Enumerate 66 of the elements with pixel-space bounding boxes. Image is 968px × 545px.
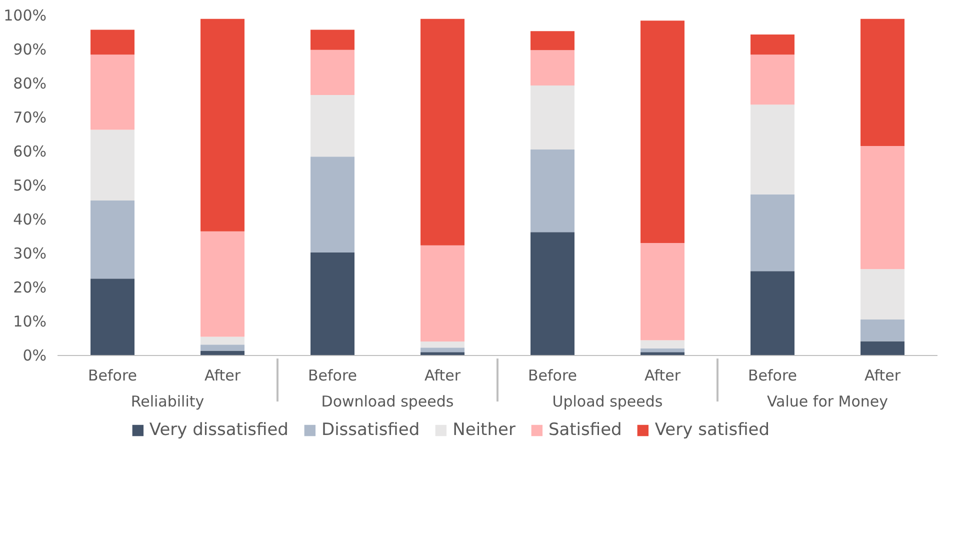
legend-label: Satisfied: [548, 420, 622, 440]
y-tick-label: 70%: [13, 108, 47, 126]
y-tick-label: 80%: [13, 74, 47, 92]
bar: [640, 340, 684, 348]
bar: [420, 348, 464, 352]
legend-label: Neither: [452, 420, 516, 440]
x-tick-label: After: [424, 366, 462, 384]
x-tick-label: After: [864, 366, 902, 384]
x-tick-label: After: [644, 366, 682, 384]
bar: [310, 50, 354, 96]
bar: [640, 20, 684, 243]
y-tick-label: 20%: [13, 278, 47, 296]
x-tick-label: Before: [748, 366, 798, 384]
bar: [420, 245, 464, 342]
bar: [750, 34, 794, 55]
bar: [530, 50, 574, 86]
bar: [310, 156, 354, 252]
bar: [530, 86, 574, 150]
bar: [90, 278, 134, 356]
bar: [90, 130, 134, 200]
bar: [640, 242, 684, 340]
bar: [530, 31, 574, 50]
bar: [90, 30, 134, 55]
y-tick-label: 30%: [13, 244, 47, 262]
x-tick-label: After: [204, 366, 242, 384]
y-tick-label: 10%: [13, 312, 47, 330]
text: Value for Money: [766, 392, 888, 410]
y-tick-label: 100%: [4, 6, 47, 24]
legend-label: Dissatisfied: [321, 420, 420, 440]
bar: [200, 350, 244, 356]
legend-label: Very dissatisfied: [149, 420, 288, 440]
bar: [860, 18, 904, 146]
bar: [310, 252, 354, 356]
bar: [860, 319, 904, 342]
bar: [640, 348, 684, 352]
bar: [90, 200, 134, 279]
bar: [750, 104, 794, 194]
bar: [90, 54, 134, 130]
y-tick-label: 50%: [13, 176, 47, 194]
bar: [860, 146, 904, 270]
x-tick-label: Before: [528, 366, 578, 384]
y-tick-label: 40%: [13, 210, 47, 228]
bar: [310, 95, 354, 157]
bar: [530, 232, 574, 356]
bar: [200, 18, 244, 232]
bar: [750, 54, 794, 105]
y-tick-label: 0%: [22, 346, 46, 364]
bar: [530, 149, 574, 232]
bar: [200, 336, 244, 345]
bar: [310, 30, 354, 50]
bar: [860, 269, 904, 320]
bar: [200, 231, 244, 337]
x-tick-label: Before: [88, 366, 138, 384]
text: Download speeds: [321, 392, 454, 410]
text: Upload speeds: [552, 392, 663, 410]
y-tick-label: 60%: [13, 142, 47, 160]
text: Reliability: [130, 392, 204, 410]
bar: [750, 271, 794, 356]
bar: [200, 344, 244, 351]
x-tick-label: Before: [308, 366, 358, 384]
bar: [860, 341, 904, 356]
bar: [420, 342, 464, 348]
bar: [420, 18, 464, 246]
legend-label: Very satisfied: [654, 420, 770, 440]
y-tick-label: 90%: [13, 40, 47, 58]
bar: [750, 194, 794, 272]
